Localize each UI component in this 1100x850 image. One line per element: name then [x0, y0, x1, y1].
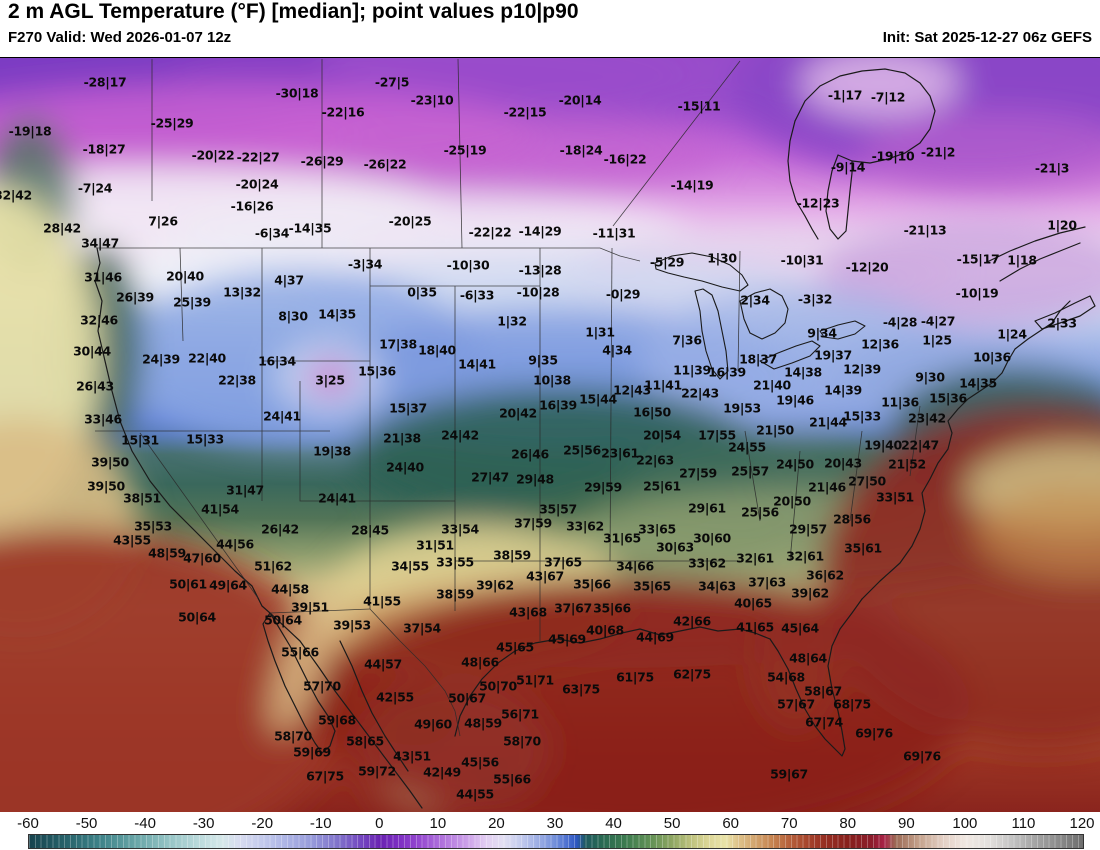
- hudson-bay: [794, 68, 936, 240]
- init-time-label: Init: Sat 2025-12-27 06z GEFS: [882, 29, 1092, 46]
- coastlines: [94, 68, 1096, 809]
- colorbar-tick-label: 80: [839, 815, 857, 832]
- colorbar-tick-label: 90: [897, 815, 915, 832]
- colorbar-tick-label: 0: [375, 815, 384, 832]
- colorbar-tick-label: 70: [780, 815, 798, 832]
- great-lakes: [654, 252, 866, 380]
- colorbar-gradient: [28, 834, 1084, 849]
- temperature-map: www.pivotalweather.com piv⚙tal weather: [0, 57, 1100, 850]
- valid-time-label: F270 Valid: Wed 2026-01-07 12z: [8, 29, 232, 46]
- colorbar-tick-label: 110: [1011, 815, 1036, 832]
- colorbar-tick-label: 100: [952, 815, 978, 832]
- colorbar-tick-label: 60: [722, 815, 739, 832]
- colorbar-tick-label: -30: [192, 815, 215, 832]
- state-borders: [95, 58, 921, 737]
- map-graphic: [0, 58, 1100, 813]
- colorbar-tick-label: 30: [546, 815, 564, 832]
- colorbar-tick-label: 120: [1069, 815, 1095, 832]
- colorbar-tick-label: -50: [75, 815, 98, 832]
- colorbar-tick-label: 50: [663, 815, 681, 832]
- colorbar-tick-label: -10: [309, 815, 332, 832]
- colorbar-tick-label: 20: [488, 815, 505, 832]
- colorbar-tick-label: 10: [429, 815, 447, 832]
- colorbar-tick-label: -20: [251, 815, 274, 832]
- colorbar: -60 -50 -40 -30 -20 -10 0 10 20 30 40 50 60 70 80 90 100…: [0, 812, 1100, 850]
- page-title: 2 m AGL Temperature (°F) [median]; point…: [8, 0, 579, 23]
- colorbar-tick-label: 40: [605, 815, 622, 832]
- colorbar-tick-label: -40: [134, 815, 156, 832]
- colorbar-tick-label: -60: [17, 815, 39, 832]
